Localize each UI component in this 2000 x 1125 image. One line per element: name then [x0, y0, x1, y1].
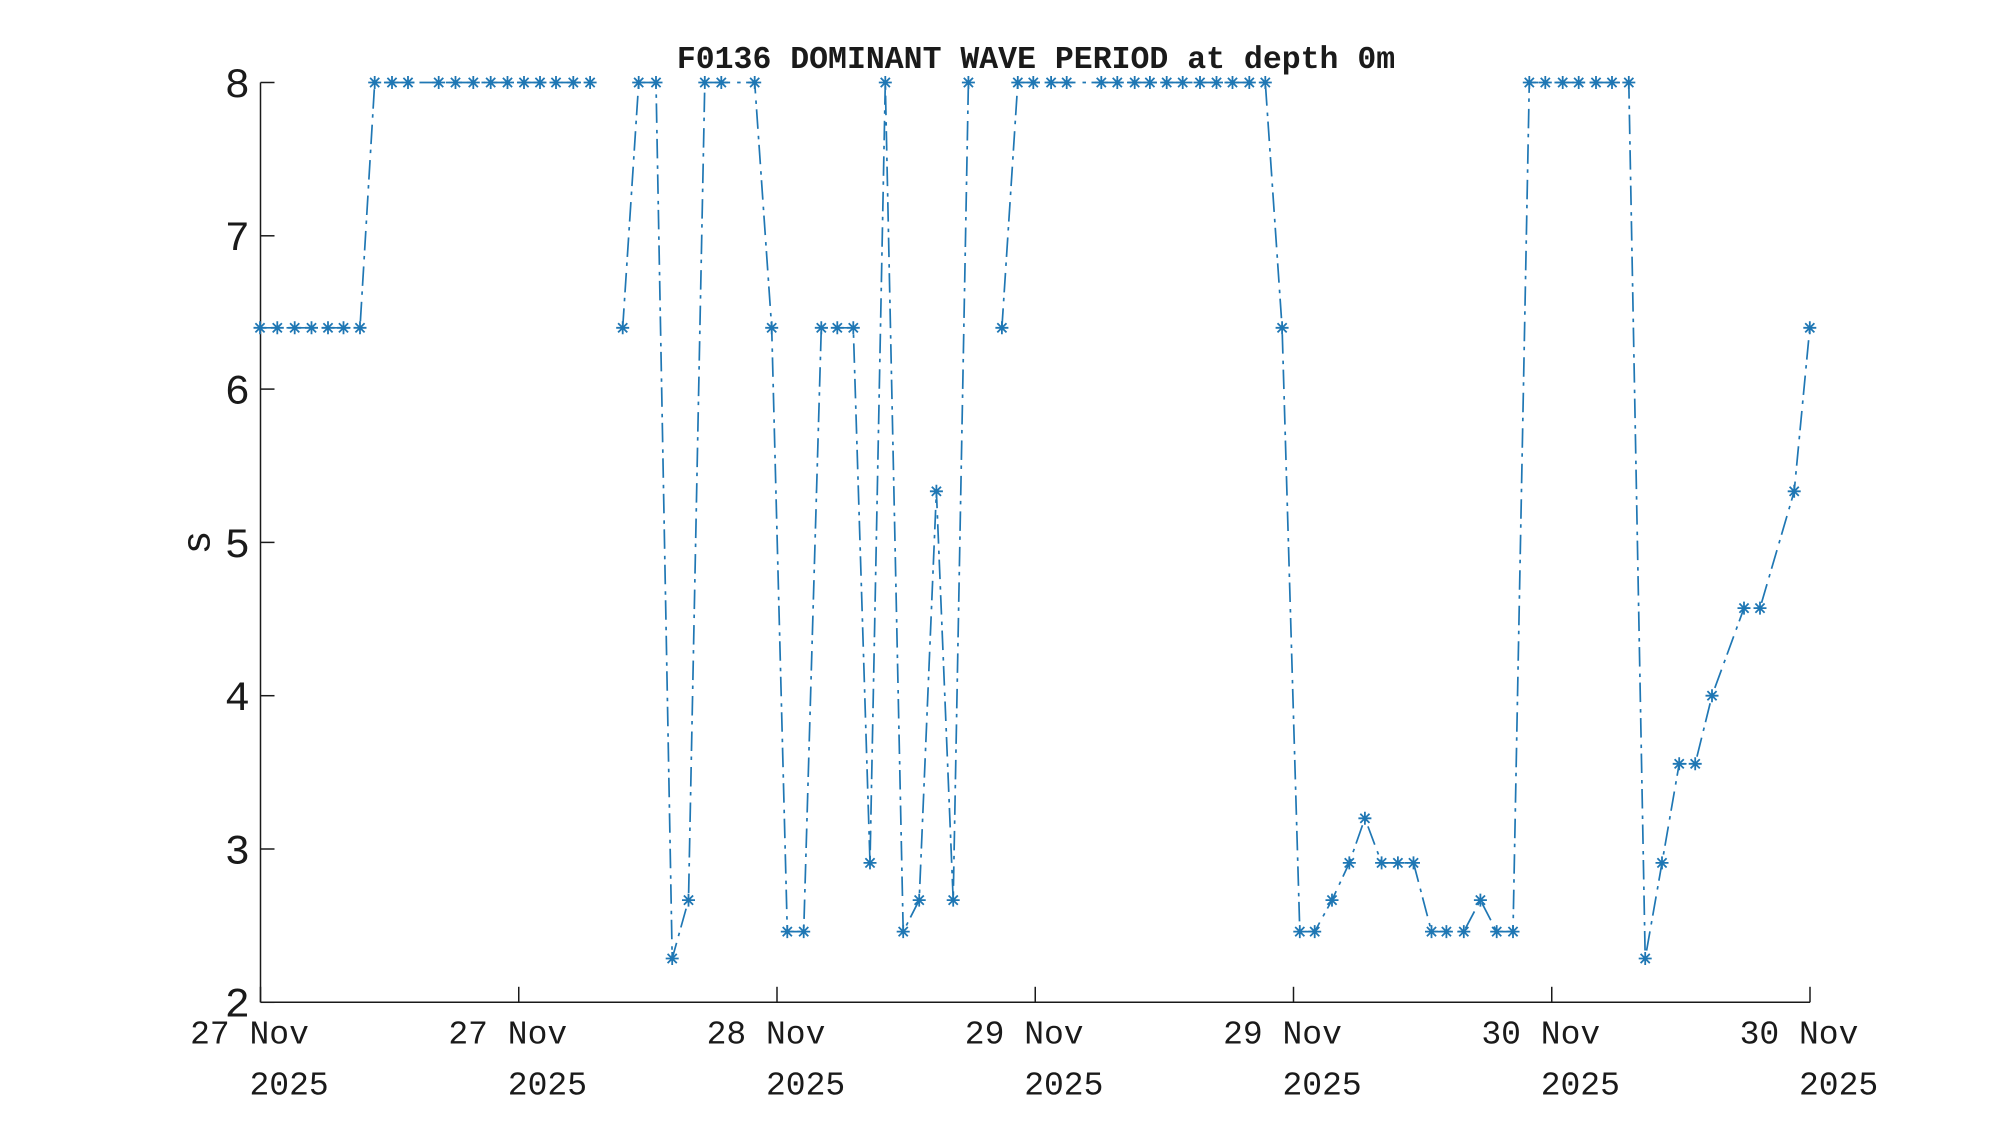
svg-text:5: 5 — [225, 522, 250, 570]
svg-text:8: 8 — [225, 62, 250, 110]
svg-text:29 Nov: 29 Nov — [1223, 1017, 1342, 1054]
svg-text:2: 2 — [225, 982, 250, 1030]
svg-text:4: 4 — [225, 675, 250, 723]
svg-text:6: 6 — [225, 369, 250, 417]
svg-text:27 Nov: 27 Nov — [190, 1017, 309, 1054]
svg-text:30 Nov: 30 Nov — [1740, 1017, 1859, 1054]
svg-text:2025: 2025 — [766, 1067, 845, 1104]
svg-text:F0136 DOMINANT WAVE PERIOD at: F0136 DOMINANT WAVE PERIOD at depth 0m — [677, 43, 1395, 78]
svg-text:28 Nov: 28 Nov — [707, 1017, 826, 1054]
svg-text:2025: 2025 — [249, 1067, 328, 1104]
svg-text:2025: 2025 — [1282, 1067, 1361, 1104]
svg-text:30 Nov: 30 Nov — [1481, 1017, 1600, 1054]
svg-text:2025: 2025 — [1541, 1067, 1620, 1104]
svg-text:7: 7 — [225, 215, 250, 263]
svg-text:27 Nov: 27 Nov — [448, 1017, 567, 1054]
svg-text:2025: 2025 — [508, 1067, 587, 1104]
svg-text:2025: 2025 — [1024, 1067, 1103, 1104]
svg-text:s: s — [178, 530, 223, 554]
svg-text:2025: 2025 — [1799, 1067, 1878, 1104]
svg-text:3: 3 — [225, 828, 250, 876]
svg-text:29 Nov: 29 Nov — [965, 1017, 1084, 1054]
